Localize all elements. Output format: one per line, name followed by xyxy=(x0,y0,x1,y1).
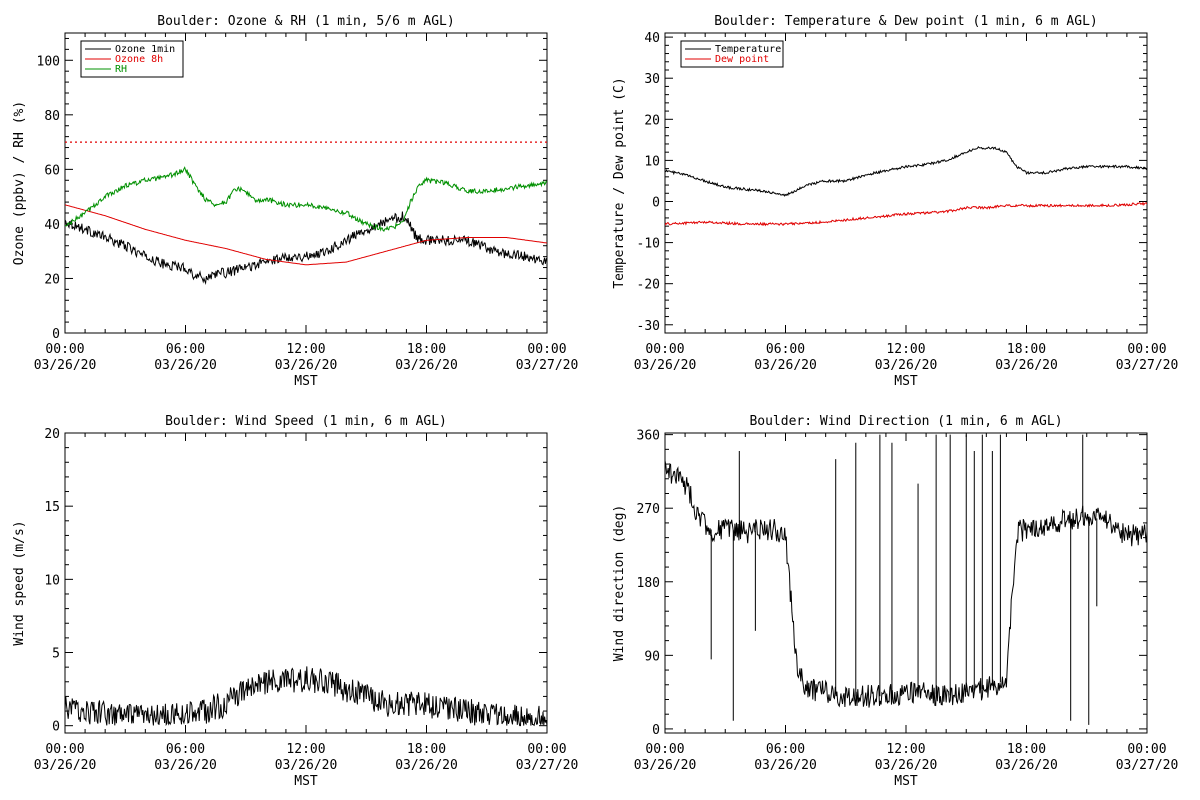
wind-speed-panel: Boulder: Wind Speed (1 min, 6 m AGL) Wind… xyxy=(12,414,578,789)
x-tick-label-time: 18:00 xyxy=(1007,342,1046,357)
series-line-rh xyxy=(65,166,547,232)
series-line-ozone-8h xyxy=(65,204,547,266)
y-axis-label: Ozone (ppbv) / RH (%) xyxy=(12,101,27,265)
series-line-temperature xyxy=(665,145,1147,197)
y-tick-label: 15 xyxy=(44,500,60,515)
legend-label: RH xyxy=(115,64,127,75)
x-tick-label-date: 03/26/20 xyxy=(34,358,97,373)
y-tick-label: 40 xyxy=(644,31,660,46)
y-tick-label: 40 xyxy=(44,218,60,233)
temperature-dewpoint-panel: Boulder: Temperature & Dew point (1 min,… xyxy=(612,14,1178,389)
x-tick-label-time: 12:00 xyxy=(286,342,325,357)
legend-label: Ozone 1min xyxy=(115,44,175,55)
x-tick-label-time: 06:00 xyxy=(166,342,205,357)
x-tick-label-time: 06:00 xyxy=(766,742,805,757)
y-tick-label: 270 xyxy=(637,502,660,517)
legend-label: Ozone 8h xyxy=(115,54,163,65)
y-axis-label: Wind speed (m/s) xyxy=(12,520,27,645)
chart-title: Boulder: Wind Direction (1 min, 6 m AGL) xyxy=(749,414,1062,429)
x-tick-label-date: 03/26/20 xyxy=(754,758,817,773)
x-tick-label-time: 00:00 xyxy=(645,742,684,757)
x-tick-label-date: 03/27/20 xyxy=(516,358,579,373)
y-tick-label: 0 xyxy=(52,327,60,342)
chart-title: Boulder: Wind Speed (1 min, 6 m AGL) xyxy=(165,414,447,429)
y-tick-label: 20 xyxy=(44,272,60,287)
plot-frame xyxy=(64,432,548,734)
y-tick-label: 10 xyxy=(44,573,60,588)
series-line-wspd xyxy=(65,666,547,727)
x-tick-label-time: 00:00 xyxy=(1127,342,1166,357)
series-line-dew-point xyxy=(665,201,1147,227)
x-tick-label-time: 12:00 xyxy=(286,742,325,757)
y-tick-label: 10 xyxy=(644,154,660,169)
x-tick-label-date: 03/26/20 xyxy=(275,758,338,773)
x-tick-label-date: 03/26/20 xyxy=(34,758,97,773)
x-axis-label: MST xyxy=(294,774,318,789)
plot-frame xyxy=(64,32,548,334)
y-tick-label: 180 xyxy=(637,576,660,591)
y-tick-label: 20 xyxy=(644,113,660,128)
x-tick-label-time: 00:00 xyxy=(527,742,566,757)
x-tick-label-date: 03/26/20 xyxy=(395,758,458,773)
x-tick-label-time: 00:00 xyxy=(645,342,684,357)
legend-label: Dew point xyxy=(715,54,769,65)
x-tick-label-time: 18:00 xyxy=(407,342,446,357)
y-tick-label: -30 xyxy=(637,319,660,334)
x-tick-label-date: 03/26/20 xyxy=(634,358,697,373)
x-tick-label-date: 03/27/20 xyxy=(1116,758,1179,773)
legend-label: Temperature xyxy=(715,44,781,55)
x-tick-label-date: 03/26/20 xyxy=(395,358,458,373)
x-tick-label-date: 03/26/20 xyxy=(995,358,1058,373)
y-tick-label: 0 xyxy=(52,720,60,735)
x-tick-label-date: 03/26/20 xyxy=(275,358,338,373)
y-tick-label: 30 xyxy=(644,72,660,87)
chart-title: Boulder: Ozone & RH (1 min, 5/6 m AGL) xyxy=(157,14,454,29)
y-tick-label: 360 xyxy=(637,429,660,444)
wind-direction-panel: Boulder: Wind Direction (1 min, 6 m AGL)… xyxy=(612,414,1178,789)
x-axis-label: MST xyxy=(294,374,318,389)
x-tick-label-time: 06:00 xyxy=(766,342,805,357)
x-axis-label: MST xyxy=(894,374,918,389)
x-tick-label-date: 03/27/20 xyxy=(516,758,579,773)
y-tick-label: 0 xyxy=(652,723,660,738)
x-tick-label-date: 03/26/20 xyxy=(154,358,217,373)
y-tick-label: -10 xyxy=(637,237,660,252)
x-tick-label-date: 03/26/20 xyxy=(634,758,697,773)
x-tick-label-time: 00:00 xyxy=(1127,742,1166,757)
x-tick-label-date: 03/27/20 xyxy=(1116,358,1179,373)
y-tick-label: 20 xyxy=(44,427,60,442)
x-tick-label-time: 12:00 xyxy=(886,342,925,357)
y-tick-label: 80 xyxy=(44,109,60,124)
x-tick-label-date: 03/26/20 xyxy=(754,358,817,373)
x-axis-label: MST xyxy=(894,774,918,789)
x-tick-label-time: 18:00 xyxy=(1007,742,1046,757)
series-line-wdir xyxy=(665,460,1147,708)
x-tick-label-time: 12:00 xyxy=(886,742,925,757)
x-tick-label-time: 00:00 xyxy=(527,342,566,357)
x-tick-label-time: 18:00 xyxy=(407,742,446,757)
y-tick-label: 60 xyxy=(44,163,60,178)
plot-frame xyxy=(664,32,1148,334)
chart-title: Boulder: Temperature & Dew point (1 min,… xyxy=(714,14,1098,29)
x-tick-label-date: 03/26/20 xyxy=(995,758,1058,773)
x-tick-label-date: 03/26/20 xyxy=(875,358,938,373)
x-tick-label-time: 06:00 xyxy=(166,742,205,757)
y-tick-label: 5 xyxy=(52,647,60,662)
series-line-ozone-1min xyxy=(65,211,547,285)
y-tick-label: -20 xyxy=(637,278,660,293)
y-tick-label: 0 xyxy=(652,195,660,210)
x-tick-label-time: 00:00 xyxy=(45,742,84,757)
y-axis-label: Temperature / Dew point (C) xyxy=(612,77,627,288)
y-axis-label: Wind direction (deg) xyxy=(612,505,627,662)
y-tick-label: 100 xyxy=(37,54,60,69)
legend xyxy=(680,40,784,68)
ozone-rh-panel: Boulder: Ozone & RH (1 min, 5/6 m AGL) Oz… xyxy=(12,14,578,389)
x-tick-label-date: 03/26/20 xyxy=(875,758,938,773)
x-tick-label-time: 00:00 xyxy=(45,342,84,357)
x-tick-label-date: 03/26/20 xyxy=(154,758,217,773)
y-tick-label: 90 xyxy=(644,649,660,664)
